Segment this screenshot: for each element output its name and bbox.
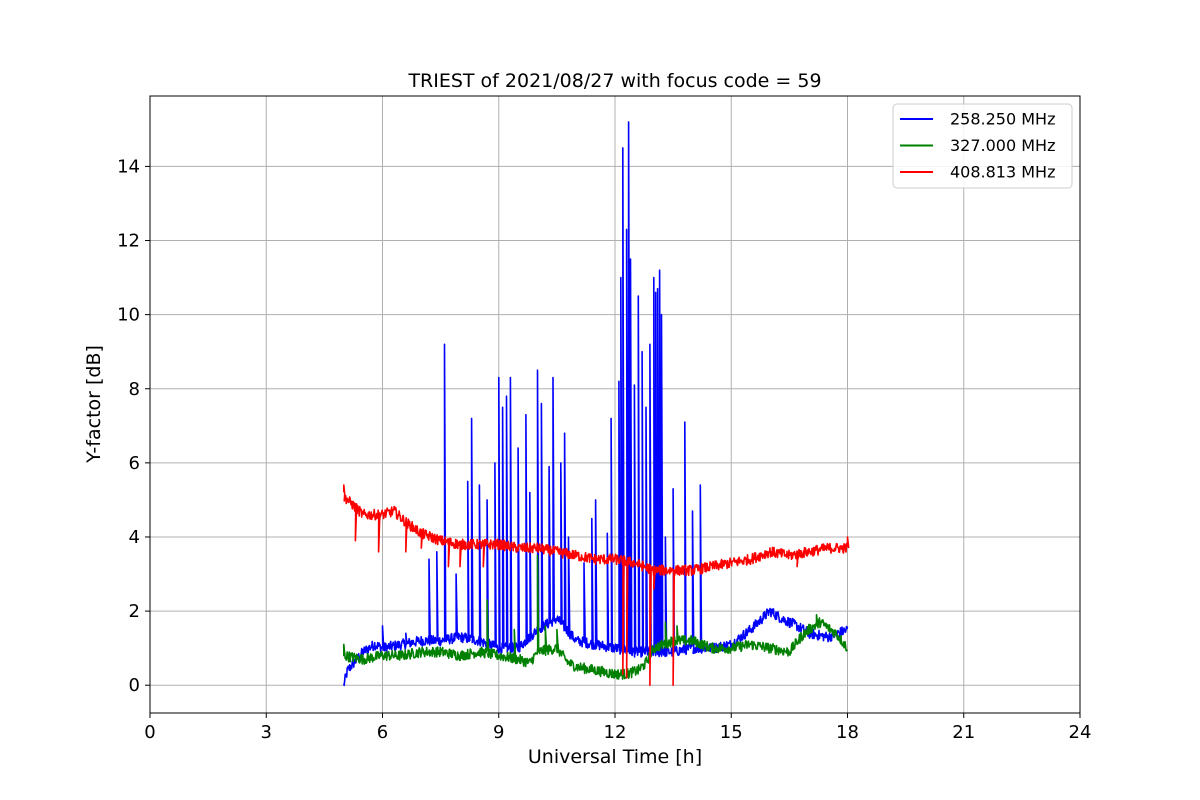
y-tick-label: 2 — [129, 601, 140, 622]
legend-label: 327.000 MHz — [950, 136, 1055, 155]
series-line — [343, 121, 849, 687]
grid — [150, 96, 1080, 713]
y-tick-label: 6 — [129, 453, 140, 474]
x-tick-label: 3 — [261, 722, 272, 743]
x-axis-label: Universal Time [h] — [528, 746, 702, 768]
x-tick-label: 15 — [720, 722, 743, 743]
y-axis-label: Y-factor [dB] — [83, 345, 105, 464]
legend-label: 408.813 MHz — [950, 163, 1055, 182]
y-tick-label: 4 — [129, 527, 140, 548]
y-tick-label: 14 — [117, 156, 140, 177]
x-tick-label: 18 — [836, 722, 859, 743]
x-tick-label: 0 — [144, 722, 155, 743]
x-tick-label: 9 — [493, 722, 504, 743]
series-line — [343, 484, 850, 686]
x-tick-label: 12 — [604, 722, 627, 743]
legend-label: 258.250 MHz — [950, 110, 1055, 129]
legend: 258.250 MHz 327.000 MHz 408.813 MHz — [892, 103, 1073, 189]
chart-title: TRIEST of 2021/08/27 with focus code = 5… — [407, 70, 821, 92]
y-tick-label: 10 — [117, 305, 140, 326]
y-tick-label: 12 — [117, 231, 140, 252]
x-tick-label: 6 — [377, 722, 388, 743]
y-axis: 0 2 4 6 8 10 12 14 — [117, 156, 150, 696]
legend-box — [892, 103, 1073, 189]
y-tick-label: 0 — [129, 675, 140, 696]
x-tick-label: 21 — [952, 722, 975, 743]
series-line — [343, 554, 849, 680]
x-tick-label: 24 — [1069, 722, 1092, 743]
x-axis: 0 3 6 9 12 15 18 21 24 — [144, 713, 1091, 743]
series-layer — [343, 121, 850, 687]
y-tick-label: 8 — [129, 379, 140, 400]
